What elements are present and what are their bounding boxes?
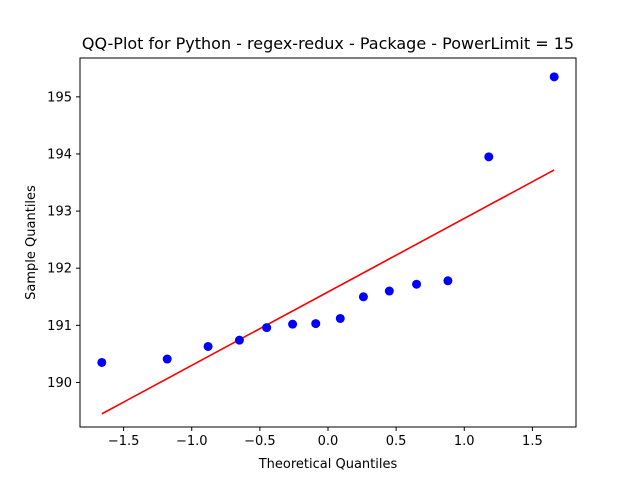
x-tick-label: 1.0 — [454, 434, 475, 449]
x-tick-label: −1.0 — [176, 434, 208, 449]
x-tick-label: 1.5 — [522, 434, 543, 449]
y-tick-label: 195 — [47, 90, 72, 105]
y-tick-label: 191 — [47, 319, 72, 334]
data-point — [484, 152, 494, 162]
data-point — [234, 335, 244, 345]
data-point — [311, 319, 321, 329]
x-tick-label: 0.5 — [386, 434, 407, 449]
data-point — [97, 357, 107, 367]
x-axis-label: Theoretical Quantiles — [258, 457, 398, 472]
y-axis: 190 191 192 193 194 195 — [47, 90, 80, 391]
data-point — [288, 319, 298, 329]
fit-line — [101, 169, 555, 415]
data-point — [412, 279, 422, 289]
x-tick-label: −0.5 — [244, 434, 276, 449]
x-tick-label: −1.5 — [108, 434, 140, 449]
fit-line-layer — [101, 169, 555, 415]
chart-title: QQ-Plot for Python - regex-redux - Packa… — [82, 34, 574, 53]
data-point — [162, 354, 172, 364]
y-tick-label: 193 — [47, 205, 72, 220]
y-tick-label: 194 — [47, 147, 72, 162]
y-axis-label: Sample Quantiles — [24, 185, 39, 300]
data-point — [335, 313, 345, 323]
data-point — [384, 286, 394, 296]
y-tick-label: 192 — [47, 262, 72, 277]
data-point — [549, 72, 559, 82]
y-tick-label: 190 — [47, 376, 72, 391]
data-point — [262, 323, 272, 333]
data-points-layer — [97, 72, 559, 367]
data-point — [358, 292, 368, 302]
data-point — [203, 341, 213, 351]
x-tick-label: 0.0 — [318, 434, 339, 449]
data-point — [443, 276, 453, 286]
x-axis: −1.5 −1.0 −0.5 0.0 0.5 1.0 1.5 — [108, 427, 543, 449]
